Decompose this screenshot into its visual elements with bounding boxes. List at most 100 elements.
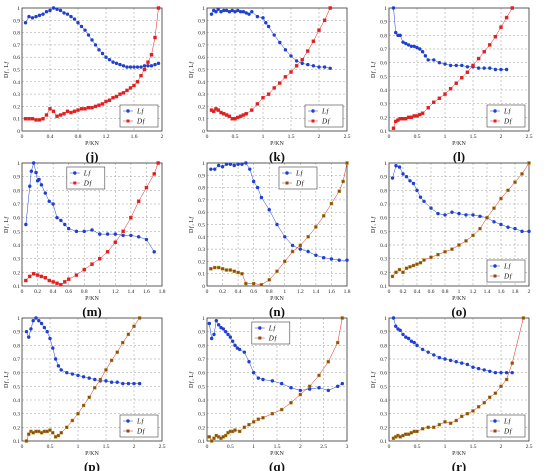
- data-point: [109, 358, 114, 363]
- x-tick-label: 0.6: [428, 289, 435, 295]
- y-tick-label: 0.6: [198, 210, 205, 216]
- data-point: [48, 8, 52, 13]
- data-point: [34, 429, 38, 434]
- data-point: [311, 64, 316, 68]
- data-point: [34, 316, 38, 320]
- data-point: [437, 355, 442, 360]
- data-point: [345, 161, 349, 165]
- data-point: [415, 429, 419, 434]
- data-point: [476, 405, 481, 409]
- x-axis-label: P/KN: [85, 451, 99, 457]
- data-point: [139, 73, 143, 78]
- data-point: [408, 179, 412, 183]
- y-tick-label: 0.1: [380, 284, 387, 290]
- data-point: [510, 370, 514, 375]
- series-lf: [209, 161, 349, 262]
- data-point: [390, 176, 395, 180]
- legend-label-df: Dƒ: [503, 428, 513, 436]
- legend-marker-lf: [493, 109, 497, 113]
- data-point: [232, 269, 236, 273]
- y-tick-label: 0.2: [198, 425, 205, 431]
- data-point: [233, 428, 237, 432]
- data-point: [321, 256, 326, 260]
- data-point: [233, 116, 237, 121]
- data-point: [55, 281, 59, 285]
- data-point: [412, 340, 416, 345]
- x-tick-label: 1.2: [470, 289, 477, 295]
- legend-marker-df: [493, 429, 497, 433]
- y-axis-label: Dƒ, Lƒ: [189, 61, 195, 78]
- data-point: [283, 235, 287, 239]
- data-point: [90, 38, 94, 42]
- x-tick-label: 1.2: [103, 134, 110, 140]
- data-point: [261, 16, 265, 20]
- data-point: [125, 65, 129, 69]
- legend-label-lf: Lƒ: [503, 418, 512, 426]
- data-point: [97, 48, 101, 52]
- y-tick-label: 0.6: [13, 55, 20, 61]
- y-tick-label: 0.3: [380, 257, 387, 263]
- data-point: [63, 222, 67, 227]
- legend: Lƒ Dƒ: [251, 321, 291, 345]
- data-point: [56, 364, 61, 368]
- x-tick-label: 1.5: [103, 444, 110, 450]
- legend-marker-df: [126, 119, 130, 123]
- y-axis-label: Dƒ, Lƒ: [4, 61, 10, 78]
- data-point: [59, 368, 63, 372]
- data-point: [63, 280, 67, 284]
- y-tick-label: 0.3: [13, 92, 20, 98]
- data-point: [34, 118, 38, 122]
- data-point: [290, 249, 295, 254]
- data-point: [290, 243, 295, 248]
- data-point: [236, 115, 240, 120]
- data-point: [251, 420, 256, 424]
- data-point: [45, 429, 49, 434]
- y-tick-label: 1: [17, 316, 20, 322]
- data-point: [251, 179, 256, 184]
- data-point: [114, 94, 119, 99]
- legend-marker-df: [258, 336, 262, 340]
- data-point: [41, 12, 45, 16]
- y-tick-label: 0.8: [198, 343, 205, 349]
- data-point: [48, 428, 52, 432]
- legend: Lƒ Dƒ: [486, 104, 526, 128]
- data-point: [76, 21, 80, 25]
- data-point: [283, 48, 288, 52]
- data-point: [499, 222, 503, 227]
- data-point: [311, 39, 316, 43]
- data-point: [207, 435, 212, 439]
- data-point: [37, 319, 41, 323]
- data-point: [499, 67, 503, 72]
- series-df: [23, 6, 161, 122]
- data-point: [415, 188, 419, 193]
- data-point: [499, 196, 503, 201]
- data-point: [27, 116, 31, 121]
- data-point: [398, 33, 402, 38]
- data-point: [397, 165, 402, 169]
- panel-caption: (o): [451, 304, 466, 319]
- y-tick-label: 0.5: [13, 384, 20, 390]
- data-point: [66, 226, 71, 231]
- data-point: [156, 6, 161, 10]
- data-point: [409, 44, 414, 48]
- data-point: [137, 381, 142, 386]
- x-tick-label: 1.6: [131, 134, 138, 140]
- data-point: [390, 274, 395, 279]
- legend-marker-df: [493, 274, 497, 278]
- data-point: [121, 64, 126, 68]
- data-point: [216, 108, 220, 112]
- y-tick-label: 0.3: [198, 412, 205, 418]
- data-point: [238, 114, 243, 118]
- data-point: [317, 386, 321, 390]
- data-point: [394, 324, 398, 328]
- x-tick-label: 1: [444, 134, 447, 140]
- data-point: [28, 184, 32, 188]
- data-point: [404, 432, 408, 436]
- legend-label-df: Dƒ: [136, 118, 146, 126]
- data-point: [443, 357, 447, 361]
- data-point: [213, 167, 217, 171]
- y-tick-label: 0.7: [198, 198, 205, 204]
- x-tick-label: 0: [206, 134, 209, 140]
- y-tick-label: 0.5: [198, 68, 205, 74]
